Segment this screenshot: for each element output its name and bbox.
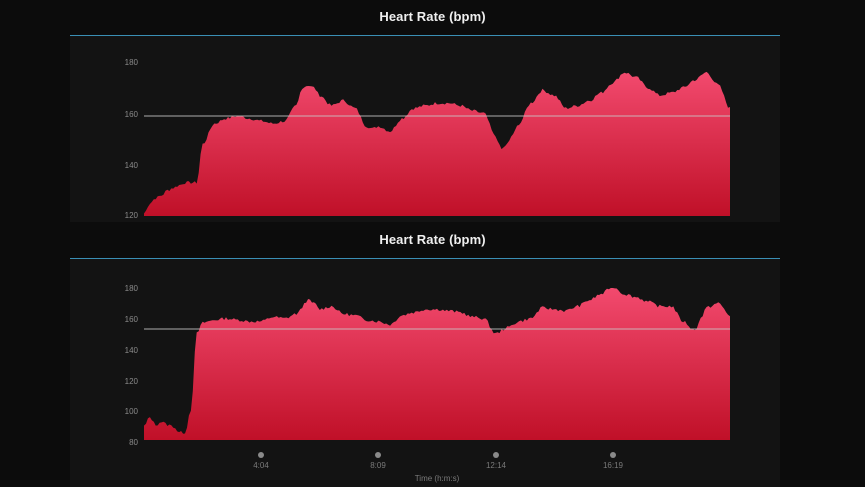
chart-2-ytick-160: 160 — [125, 315, 139, 324]
chart-1-ytick-140: 140 — [125, 161, 139, 170]
chart-1-title: Heart Rate (bpm) — [379, 9, 486, 24]
chart-2-title: Heart Rate (bpm) — [379, 232, 486, 247]
chart-2-ytick-140: 140 — [125, 346, 139, 355]
xtick-marker-3[interactable] — [493, 452, 499, 458]
xtick-label-2: 8:09 — [370, 461, 386, 470]
xtick-label-4: 16:19 — [603, 461, 624, 470]
chart-2-ytick-180: 180 — [125, 284, 139, 293]
chart-1-ytick-120: 120 — [125, 211, 139, 220]
chart-1-area — [144, 71, 730, 217]
chart-2: 180 160 140 120 100 80 4:04 8:09 12:14 1… — [125, 284, 730, 483]
chart-2-ytick-100: 100 — [125, 407, 139, 416]
chart-1-title-rule — [70, 35, 780, 36]
chart-1-ytick-160: 160 — [125, 110, 139, 119]
chart-1-ytick-180: 180 — [125, 58, 139, 67]
chart-2-title-rule — [70, 258, 780, 259]
xtick-label-3: 12:14 — [486, 461, 507, 470]
chart-2-ytick-80: 80 — [129, 438, 138, 447]
xtick-marker-4[interactable] — [610, 452, 616, 458]
xtick-label-1: 4:04 — [253, 461, 269, 470]
chart-2-ytick-120: 120 — [125, 377, 139, 386]
xtick-marker-1[interactable] — [258, 452, 264, 458]
xtick-marker-2[interactable] — [375, 452, 381, 458]
chart-1: 180 160 140 120 — [125, 58, 730, 220]
x-axis-label: Time (h:m:s) — [415, 474, 460, 483]
chart-2-area — [144, 288, 730, 440]
